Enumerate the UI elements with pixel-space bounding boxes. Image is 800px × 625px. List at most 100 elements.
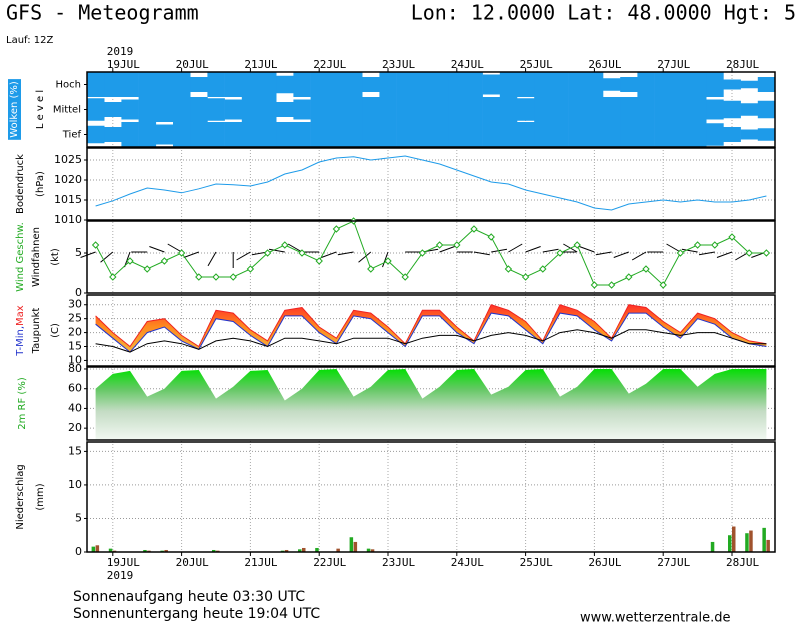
wind-marker: [212, 273, 220, 281]
cloud-cell: [499, 97, 518, 122]
cloud-cell: [379, 72, 397, 97]
cloud-cell: [413, 72, 432, 97]
cloud-cell: [448, 72, 466, 97]
wind-barb: [124, 251, 131, 268]
axis-label: Windfahnen: [31, 227, 42, 287]
wind-marker: [177, 249, 186, 257]
y-tick-label: 25: [68, 312, 82, 325]
cloud-cell: [362, 97, 380, 122]
cloud-cell: [465, 122, 483, 147]
cloud-cell: [517, 98, 535, 121]
cloud-cell: [465, 97, 483, 122]
cloud-cell: [448, 122, 466, 147]
y-tick-label: 20: [68, 421, 82, 434]
cloud-cell: [155, 72, 174, 97]
wind-barb: [337, 251, 354, 256]
cloud-cell: [379, 122, 397, 147]
cloud-cell: [138, 97, 157, 122]
cloud-cell: [431, 97, 449, 122]
wind-marker: [246, 265, 255, 273]
cloud-cell: [396, 122, 415, 147]
level-label: Tief: [62, 130, 82, 141]
cloud-cell: [345, 97, 363, 122]
x-tick-label: 25JUL: [520, 58, 553, 71]
x-tick-label: 22JUL: [313, 58, 346, 71]
x-tick-label: 20JUL: [176, 556, 209, 569]
wind-barb: [508, 243, 523, 253]
cloud-cell: [310, 72, 329, 97]
cloud-cell: [534, 97, 552, 122]
cloud-cell: [396, 97, 415, 122]
y-tick-label: 5: [75, 246, 82, 259]
temp-line: [95, 312, 767, 353]
wind-barb: [382, 251, 389, 268]
cloud-cell: [654, 122, 673, 147]
wind-barb: [525, 246, 541, 253]
run: Lauf: 12Z: [6, 35, 53, 46]
precip-bar: [766, 539, 770, 552]
cloud-cell: [671, 97, 690, 122]
cloud-cell: [104, 72, 122, 97]
wind-marker: [91, 241, 100, 249]
cloud-cell: [689, 97, 707, 122]
wind-marker: [625, 273, 633, 281]
axis-label-part: Bodendruck: [15, 154, 26, 214]
cloud-cell: [259, 122, 277, 147]
level-label: Mittel: [53, 105, 81, 116]
cloud-cell: [637, 72, 655, 97]
wind-barb: [207, 251, 217, 267]
precip-bar: [336, 548, 340, 552]
cloud-cell: [155, 97, 174, 122]
cloud-cell: [723, 79, 741, 90]
cloud-cell: [706, 72, 724, 97]
wind-marker: [521, 273, 530, 281]
cloud-cell: [551, 97, 569, 122]
wind-marker: [573, 241, 581, 249]
wind-marker: [298, 249, 306, 257]
year-label: 2019: [107, 569, 134, 582]
cloud-cell: [654, 72, 673, 97]
cloud-cell: [740, 80, 759, 89]
cloud-cell: [431, 122, 449, 147]
wind-marker: [109, 273, 117, 281]
cloud-cell: [241, 122, 260, 147]
axis-label-part: Max: [15, 305, 26, 326]
wind-marker: [401, 273, 409, 281]
precip-bar: [315, 547, 319, 552]
cloud-cell: [327, 72, 346, 97]
wind-marker: [642, 265, 650, 273]
wind-barb: [358, 251, 372, 263]
cloud-cell: [482, 122, 501, 147]
cloud-cell: [568, 122, 587, 147]
y-tick-label: 30: [68, 298, 82, 311]
y-tick-label: 1015: [54, 193, 82, 206]
cloud-cell: [87, 98, 105, 121]
wind-marker: [539, 265, 547, 273]
cloud-cell: [620, 122, 638, 147]
cloud-cell: [121, 122, 139, 147]
location: Lon: 12.0000 Lat: 48.0000 Hgt: 5: [411, 1, 796, 25]
cloud-cell: [482, 97, 501, 122]
cloud-cell: [138, 72, 157, 97]
cloud-cell: [104, 102, 122, 117]
wind-marker: [126, 257, 134, 265]
cloud-cell: [585, 122, 604, 147]
wind-barb: [595, 251, 612, 256]
cloud-cell: [345, 122, 363, 147]
cloud-cell: [757, 77, 776, 92]
cloud-cell: [104, 127, 122, 142]
cloud-cell: [138, 122, 157, 147]
cloud-cell: [482, 74, 501, 95]
x-tick-label: 22JUL: [313, 556, 346, 569]
cloud-cell: [224, 72, 243, 97]
cloud-cell: [740, 103, 759, 116]
cloud-cell: [362, 122, 380, 147]
precip-bar: [108, 548, 113, 552]
y-tick-label: 80: [68, 362, 82, 375]
axis-label: Taupunkt: [31, 308, 42, 355]
y-tick-label: 60: [68, 382, 82, 395]
axis-label: (hPa): [35, 171, 46, 197]
panel-frame: [86, 147, 776, 221]
axis-label-part: T-Min,: [15, 326, 26, 357]
